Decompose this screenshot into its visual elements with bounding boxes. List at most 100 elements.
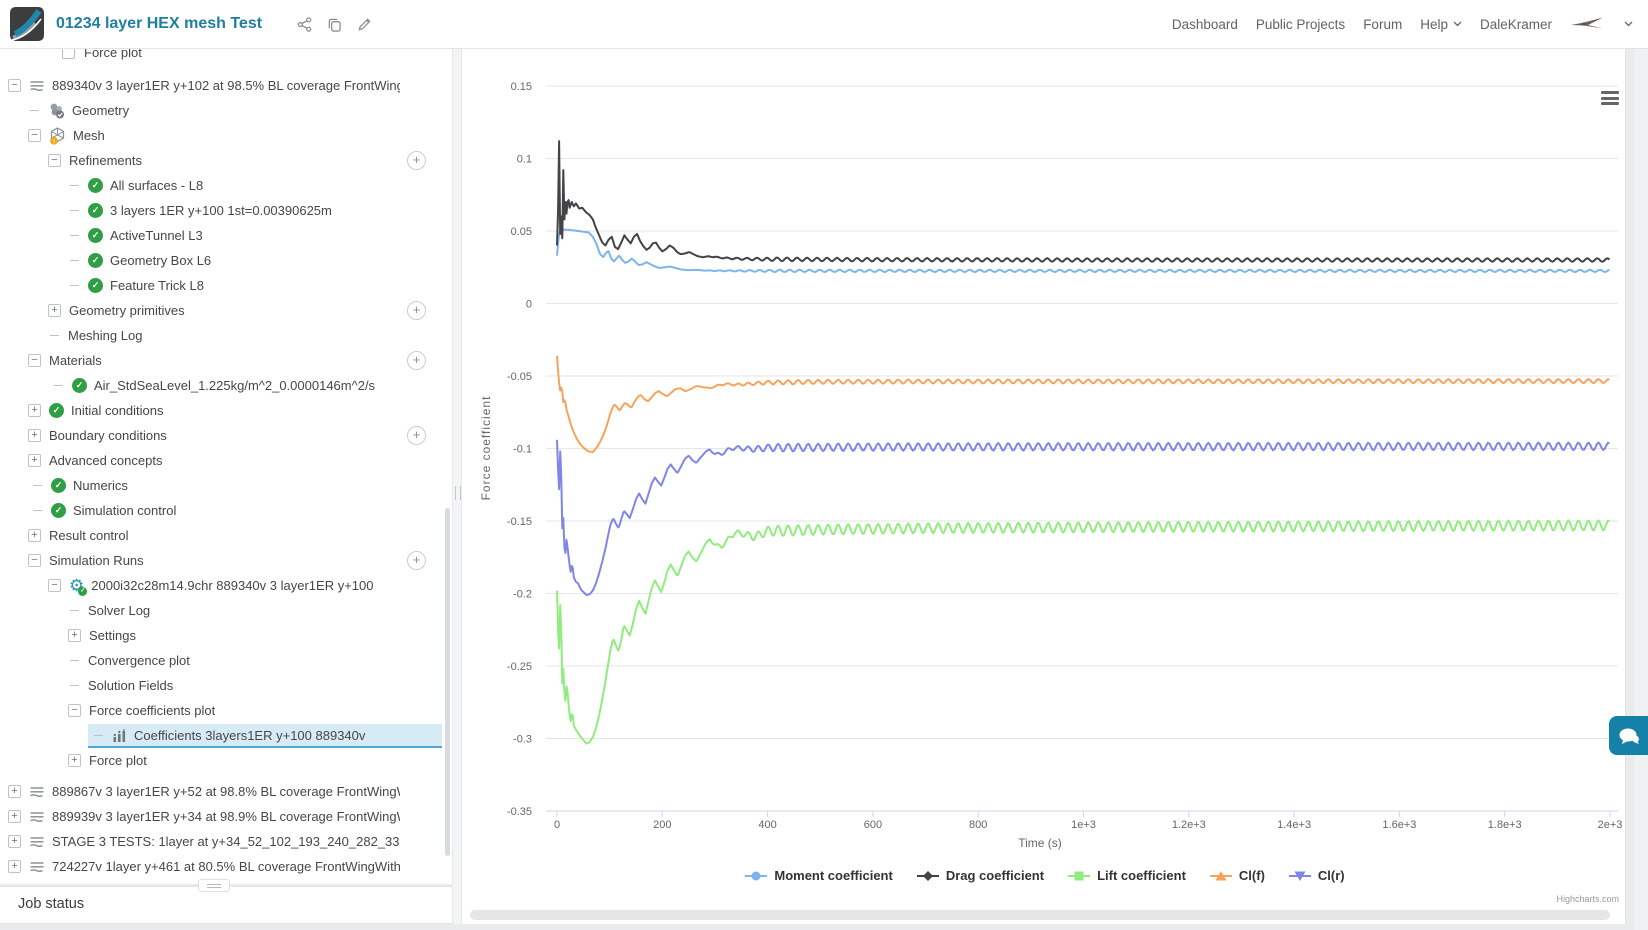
user-avatar[interactable] bbox=[1570, 16, 1606, 32]
tree-item[interactable]: ✓ Geometry Box L6 bbox=[0, 248, 452, 273]
tree-item[interactable]: ✓ Air_StdSeaLevel_1.225kg/m^2_0.0000146m^… bbox=[0, 373, 452, 398]
add-item-button[interactable]: + bbox=[407, 151, 426, 170]
nav-item-user[interactable]: DaleKramer bbox=[1480, 17, 1552, 32]
tree-item-label: Geometry bbox=[72, 103, 130, 118]
user-menu-chevron-icon[interactable] bbox=[1624, 21, 1633, 27]
tree-item[interactable]: ✓ Numerics bbox=[0, 473, 452, 498]
tree-item-label: Force plot bbox=[84, 48, 142, 60]
y-axis-tick-label: -0.1 bbox=[513, 444, 532, 456]
chart-horizontal-scrollbar[interactable] bbox=[470, 910, 1610, 920]
tree-item[interactable]: + Settings bbox=[0, 623, 452, 648]
tree-item[interactable]: ✓ ActiveTunnel L3 bbox=[0, 223, 452, 248]
add-item-button[interactable]: + bbox=[407, 426, 426, 445]
legend-item-moment-coefficient[interactable]: Moment coefficient bbox=[743, 868, 893, 883]
tree-item[interactable]: Solver Log bbox=[0, 598, 452, 623]
series-line-cl-r-[interactable] bbox=[556, 439, 1610, 596]
tree-dash-icon bbox=[70, 210, 79, 211]
tree-item-label: Meshing Log bbox=[68, 328, 143, 343]
tree-item[interactable]: Meshing Log bbox=[0, 323, 452, 348]
expand-icon[interactable]: + bbox=[48, 304, 61, 317]
legend-item-drag-coefficient[interactable]: Drag coefficient bbox=[915, 868, 1044, 883]
tree-item[interactable]: ✓ Feature Trick L8 bbox=[0, 273, 452, 298]
series-line-drag-coefficient[interactable] bbox=[556, 140, 1611, 263]
expand-icon[interactable]: + bbox=[8, 785, 21, 798]
expand-icon[interactable]: + bbox=[8, 810, 21, 823]
sidebar-scrollbar[interactable] bbox=[445, 508, 450, 856]
success-check-icon: ✓ bbox=[88, 228, 103, 243]
tree-item[interactable]: Solution Fields bbox=[0, 673, 452, 698]
legend-item-cl-r-[interactable]: Cl(r) bbox=[1287, 868, 1345, 883]
edit-pencil-icon[interactable] bbox=[356, 16, 373, 33]
add-item-button[interactable]: + bbox=[407, 351, 426, 370]
tree-item[interactable]: − ⚙ ✓ 2000i32c28m14.9chr 889340v 3 layer1ER… bbox=[0, 573, 452, 598]
app-logo-icon[interactable] bbox=[10, 7, 44, 41]
share-icon[interactable] bbox=[296, 16, 313, 33]
chat-button[interactable] bbox=[1609, 716, 1648, 755]
tree-item-label: Result control bbox=[49, 528, 129, 543]
collapse-icon[interactable]: − bbox=[68, 704, 81, 717]
tree-item[interactable]: ✓ Simulation control bbox=[0, 498, 452, 523]
tree-item[interactable]: ✓ 3 layers 1ER y+100 1st=0.00390625m bbox=[0, 198, 452, 223]
chart-context-menu-button[interactable] bbox=[1601, 91, 1619, 105]
tree-item[interactable]: + Boundary conditions + bbox=[0, 423, 452, 448]
tree-item[interactable]: ✓ All surfaces - L8 bbox=[0, 173, 452, 198]
tree-item[interactable]: + Result control bbox=[0, 523, 452, 548]
tree-item[interactable]: +889939v 3 layer1ER y+34 at 98.9% BL cov… bbox=[0, 804, 452, 829]
copy-icon[interactable] bbox=[326, 16, 343, 33]
success-check-icon: ✓ bbox=[51, 478, 66, 493]
tree-item[interactable]: − Force coefficients plot bbox=[0, 698, 452, 723]
tree-item[interactable]: + Force plot bbox=[0, 748, 452, 773]
collapse-icon[interactable]: − bbox=[28, 554, 41, 567]
x-axis-tick-label: 600 bbox=[864, 819, 882, 831]
expand-icon[interactable]: + bbox=[28, 529, 41, 542]
series-line-moment-coefficient[interactable] bbox=[556, 228, 1610, 273]
tree-item[interactable]: Geometry bbox=[0, 98, 452, 123]
expand-icon[interactable]: + bbox=[8, 835, 21, 848]
tree-item[interactable]: + ✓ Initial conditions bbox=[0, 398, 452, 423]
tree-item[interactable]: Coefficients 3layers1ER y+100 889340v bbox=[0, 723, 452, 748]
tree-item[interactable]: − Refinements + bbox=[0, 148, 452, 173]
collapse-icon[interactable]: − bbox=[28, 354, 41, 367]
tree-item[interactable]: − Materials + bbox=[0, 348, 452, 373]
tree-item[interactable]: + Advanced concepts bbox=[0, 448, 452, 473]
tree-item[interactable]: − 889340v 3 layer1ER y+102 at 98.5% BL co… bbox=[0, 73, 452, 98]
page-scrollbar[interactable] bbox=[1634, 48, 1648, 930]
expand-icon[interactable]: + bbox=[8, 860, 21, 873]
legend-item-cl-f-[interactable]: Cl(f) bbox=[1208, 868, 1265, 883]
collapse-icon[interactable]: − bbox=[48, 154, 61, 167]
expand-icon[interactable]: + bbox=[28, 454, 41, 467]
job-status-bar[interactable]: Job status bbox=[0, 886, 452, 924]
x-axis-tick-label: 800 bbox=[969, 819, 987, 831]
tree-item[interactable]: Force plot bbox=[0, 48, 452, 65]
tree-item[interactable]: +889867v 3 layer1ER y+52 at 98.8% BL cov… bbox=[0, 779, 452, 804]
highcharts-credits[interactable]: Highcharts.com bbox=[1556, 894, 1619, 904]
add-item-button[interactable]: + bbox=[407, 301, 426, 320]
panel-splitter[interactable] bbox=[452, 48, 462, 924]
tree-item[interactable]: −! Mesh bbox=[0, 123, 452, 148]
nav-item-forum[interactable]: Forum bbox=[1363, 17, 1402, 32]
tree-item[interactable]: + STAGE 3 TESTS: 1layer at y+34_52_102_19… bbox=[0, 829, 452, 854]
collapse-icon[interactable]: − bbox=[48, 579, 61, 592]
tree-item-label: Simulation control bbox=[73, 503, 177, 518]
series-line-lift-coefficient[interactable] bbox=[556, 519, 1610, 745]
series-line-cl-f-[interactable] bbox=[556, 355, 1610, 454]
collapse-icon[interactable]: − bbox=[8, 79, 21, 92]
expand-icon[interactable]: + bbox=[28, 404, 41, 417]
nav-item-public-projects[interactable]: Public Projects bbox=[1256, 17, 1345, 32]
expand-icon[interactable]: + bbox=[28, 429, 41, 442]
tree-item[interactable]: − Simulation Runs + bbox=[0, 548, 452, 573]
expand-icon[interactable]: + bbox=[68, 629, 81, 642]
simulation-run-gear-icon: ⚙ ✓ bbox=[69, 576, 88, 596]
collapse-icon[interactable]: − bbox=[28, 129, 41, 142]
nav-item-help[interactable]: Help bbox=[1420, 17, 1462, 32]
nav-item-dashboard[interactable]: Dashboard bbox=[1172, 17, 1238, 32]
tree-item[interactable]: +724227v 1layer y+461 at 80.5% BL covera… bbox=[0, 854, 452, 879]
y-axis-tick-label: -0.2 bbox=[513, 589, 532, 601]
expand-icon[interactable]: + bbox=[68, 754, 81, 767]
legend-item-lift-coefficient[interactable]: Lift coefficient bbox=[1066, 868, 1186, 883]
add-item-button[interactable]: + bbox=[407, 551, 426, 570]
job-status-drag-handle[interactable] bbox=[198, 879, 230, 892]
tree-item-label: Feature Trick L8 bbox=[110, 278, 204, 293]
tree-item[interactable]: Convergence plot bbox=[0, 648, 452, 673]
tree-item[interactable]: + Geometry primitives + bbox=[0, 298, 452, 323]
